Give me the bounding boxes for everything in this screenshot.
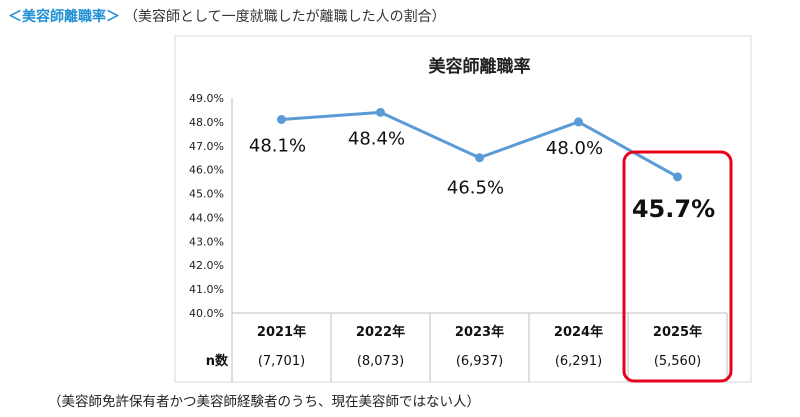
n-row-label: n数 bbox=[206, 353, 229, 369]
y-tick-label: 44.0% bbox=[189, 211, 224, 224]
highlight-box bbox=[622, 150, 733, 383]
data-point bbox=[475, 153, 484, 163]
y-tick-label: 42.0% bbox=[189, 259, 224, 272]
category-label: 2025年 bbox=[653, 324, 702, 340]
y-tick-label: 49.0% bbox=[189, 92, 224, 105]
y-tick-label: 48.0% bbox=[189, 116, 224, 129]
chart-heading: ＜美容師離職率＞ （美容師として一度就職したが離職した人の割合） bbox=[8, 6, 446, 26]
category-label: 2024年 bbox=[554, 324, 603, 340]
category-label: 2022年 bbox=[356, 324, 405, 340]
category-label: 2023年 bbox=[455, 324, 504, 340]
y-tick-label: 46.0% bbox=[189, 164, 224, 177]
y-tick-label: 43.0% bbox=[189, 235, 224, 248]
data-point bbox=[673, 172, 682, 182]
y-tick-label: 41.0% bbox=[189, 283, 224, 296]
heading-subtitle: （美容師として一度就職したが離職した人の割合） bbox=[124, 9, 446, 25]
y-tick-label: 45.0% bbox=[189, 188, 224, 201]
data-label: 46.5% bbox=[447, 178, 504, 199]
heading-close-bracket: ＞ bbox=[106, 9, 120, 25]
data-point bbox=[277, 115, 286, 124]
n-value: (6,291) bbox=[555, 354, 602, 369]
category-label: 2021年 bbox=[257, 324, 306, 340]
n-value: (6,937) bbox=[456, 354, 503, 369]
chart-frame bbox=[174, 35, 752, 383]
y-tick-label: 47.0% bbox=[189, 140, 224, 153]
data-point bbox=[376, 107, 385, 117]
n-value: (7,701) bbox=[258, 354, 305, 369]
heading-open-bracket: ＜ bbox=[8, 9, 22, 25]
data-label: 45.7% bbox=[632, 195, 715, 223]
data-point bbox=[574, 117, 583, 127]
data-label: 48.1% bbox=[249, 136, 306, 157]
y-tick-label: 40.0% bbox=[189, 307, 224, 320]
chart-title: 美容師離職率 bbox=[429, 56, 531, 77]
n-value: (5,560) bbox=[654, 354, 701, 369]
heading-title: 美容師離職率 bbox=[22, 9, 106, 25]
footnote: （美容師免許保有者かつ美容師経験者のうち、現在美容師ではない人） bbox=[48, 394, 480, 410]
data-label: 48.4% bbox=[348, 128, 405, 149]
n-value: (8,073) bbox=[357, 354, 404, 369]
data-label: 48.0% bbox=[546, 138, 603, 159]
